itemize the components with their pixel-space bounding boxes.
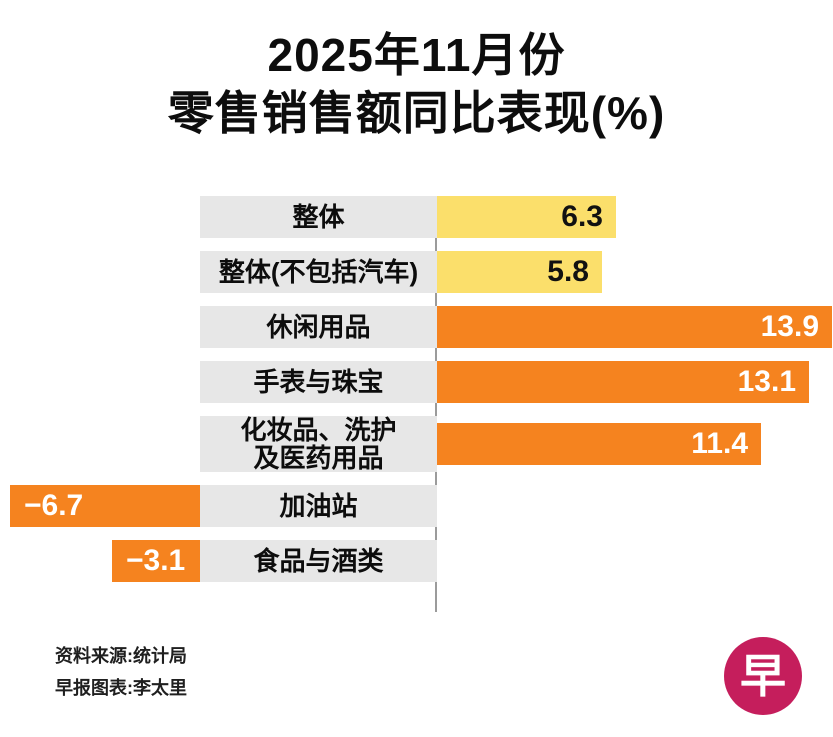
positive-bar-zone: 11.4 (437, 416, 833, 472)
value-label: 6.3 (561, 200, 603, 233)
value-label: 11.4 (691, 427, 748, 460)
value-label: −3.1 (126, 544, 186, 577)
positive-bar-zone: 5.8 (437, 251, 833, 293)
category-label-line: 整体 (292, 202, 345, 232)
bar: 5.8 (437, 251, 602, 293)
source-note: 资料来源:统计局 (55, 646, 187, 666)
category-label: 休闲用品 (200, 306, 437, 348)
bar-row: 化妆品、洗护 及医药用品 11.4 (0, 416, 833, 472)
category-label-line: 手表与珠宝 (253, 367, 384, 397)
positive-bar-zone (437, 540, 833, 582)
negative-bar-zone (0, 306, 200, 348)
chart-title: 2025年11月份 零售销售额同比表现(%) (0, 26, 833, 142)
bar-row: −6.7 加油站 (0, 485, 833, 527)
footer: 资料来源:统计局 早报图表:李太里 (55, 640, 187, 704)
bar: 11.4 (437, 423, 761, 465)
zaobao-logo-glyph: 早 (740, 650, 786, 702)
credit-note: 早报图表:李太里 (55, 678, 187, 698)
chart-title-line1: 2025年11月份 (267, 29, 566, 81)
bar-row: 整体 6.3 (0, 196, 833, 238)
negative-bar-zone (0, 196, 200, 238)
bar-row: 整体(不包括汽车) 5.8 (0, 251, 833, 293)
zero-axis-line (435, 196, 437, 612)
value-label: 13.1 (737, 365, 796, 398)
negative-bar-zone: −3.1 (0, 540, 200, 582)
category-label-line: 化妆品、洗护 (240, 415, 397, 445)
negative-bar-zone (0, 361, 200, 403)
category-label: 加油站 (200, 485, 437, 527)
bar-row: −3.1 食品与酒类 (0, 540, 833, 582)
category-label-line: 休闲用品 (266, 312, 371, 342)
category-label-line: 整体(不包括汽车) (218, 257, 419, 287)
zaobao-logo: 早 (724, 637, 802, 715)
category-label: 化妆品、洗护 及医药用品 (200, 416, 437, 472)
positive-bar-zone: 13.9 (437, 306, 833, 348)
negative-bar-zone: −6.7 (0, 485, 200, 527)
value-label: 13.9 (760, 310, 819, 343)
value-label: −6.7 (24, 489, 84, 522)
chart-title-line2: 零售销售额同比表现(%) (167, 87, 666, 139)
bar-row: 休闲用品 13.9 (0, 306, 833, 348)
category-label: 食品与酒类 (200, 540, 437, 582)
category-label-line: 食品与酒类 (253, 546, 384, 576)
negative-bar-zone (0, 251, 200, 293)
value-label: 5.8 (547, 255, 589, 288)
bar-row: 手表与珠宝 13.1 (0, 361, 833, 403)
category-label: 整体(不包括汽车) (200, 251, 437, 293)
bar: 13.9 (437, 306, 832, 348)
negative-bar-zone (0, 416, 200, 472)
category-label-line: 加油站 (279, 491, 358, 521)
bar: 6.3 (437, 196, 616, 238)
category-label: 整体 (200, 196, 437, 238)
bar: 13.1 (437, 361, 809, 403)
category-label-line: 及医药用品 (253, 443, 384, 473)
positive-bar-zone: 13.1 (437, 361, 833, 403)
bar: −3.1 (112, 540, 200, 582)
bar-chart: 整体 6.3 整体(不包括汽车) 5.8 休闲用品 13.9 手表与珠宝 13.1 化妆品、洗护… (0, 196, 833, 612)
positive-bar-zone: 6.3 (437, 196, 833, 238)
bar: −6.7 (10, 485, 200, 527)
category-label: 手表与珠宝 (200, 361, 437, 403)
positive-bar-zone (437, 485, 833, 527)
bar-rows: 整体 6.3 整体(不包括汽车) 5.8 休闲用品 13.9 手表与珠宝 13.1 化妆品、洗护… (0, 196, 833, 582)
